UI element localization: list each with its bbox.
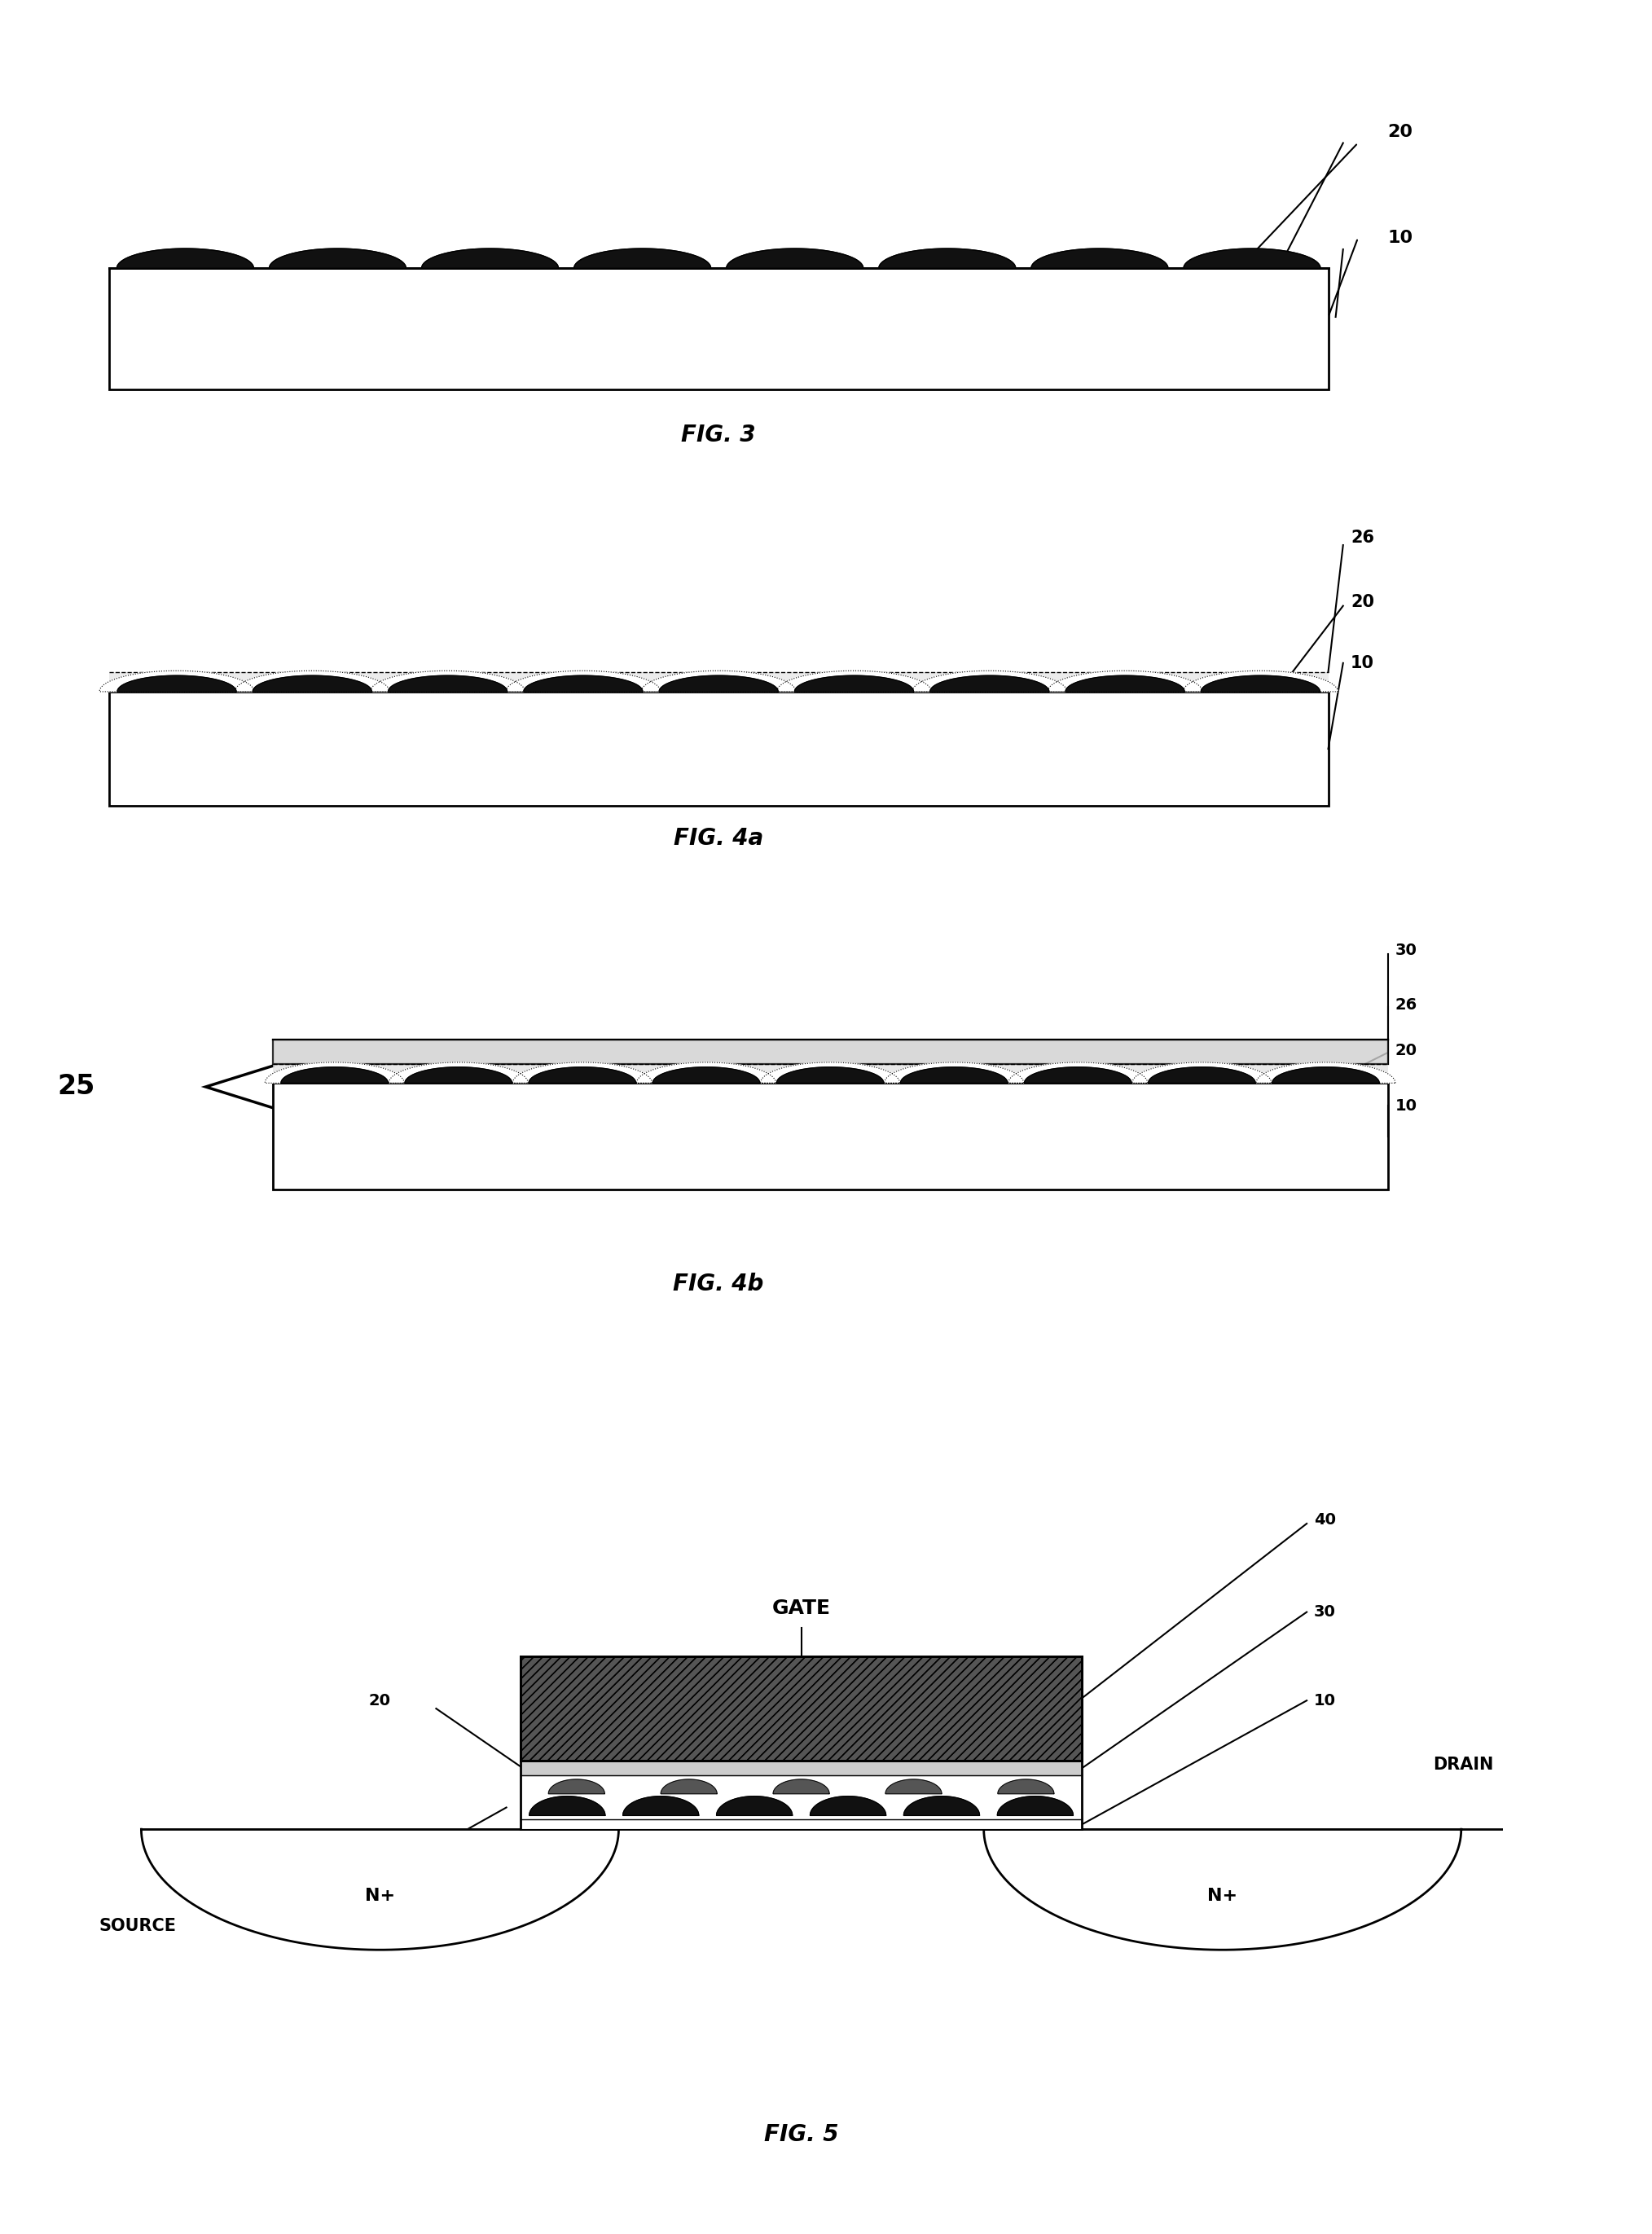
Text: 20: 20 xyxy=(368,1693,392,1709)
Text: 26: 26 xyxy=(1396,996,1417,1012)
Polygon shape xyxy=(809,1796,885,1816)
Polygon shape xyxy=(904,1796,980,1816)
Polygon shape xyxy=(623,1796,699,1816)
Polygon shape xyxy=(506,670,661,693)
Polygon shape xyxy=(421,248,558,268)
Bar xyxy=(520,1655,1082,1760)
Polygon shape xyxy=(1132,1063,1272,1083)
Polygon shape xyxy=(235,670,390,693)
Text: 20: 20 xyxy=(1351,594,1374,610)
Polygon shape xyxy=(795,675,914,693)
Polygon shape xyxy=(885,1778,942,1794)
Polygon shape xyxy=(529,1796,605,1816)
Polygon shape xyxy=(388,1063,529,1083)
Text: 26: 26 xyxy=(1351,529,1374,545)
Polygon shape xyxy=(1183,248,1320,268)
Polygon shape xyxy=(930,675,1049,693)
Text: N+: N+ xyxy=(365,1888,395,1903)
Bar xyxy=(520,1776,1082,1818)
Text: 20: 20 xyxy=(1388,123,1412,141)
Polygon shape xyxy=(524,675,643,693)
Bar xyxy=(520,1760,1082,1776)
Polygon shape xyxy=(659,675,778,693)
Text: 30: 30 xyxy=(1396,943,1417,958)
Polygon shape xyxy=(884,1063,1024,1083)
Polygon shape xyxy=(998,1796,1074,1816)
Polygon shape xyxy=(1047,670,1203,693)
Polygon shape xyxy=(636,1063,776,1083)
Bar xyxy=(520,1655,1082,1760)
Bar xyxy=(109,268,1328,391)
Text: 30: 30 xyxy=(1313,1604,1336,1620)
Polygon shape xyxy=(653,1068,760,1083)
Polygon shape xyxy=(1272,1068,1379,1083)
Text: 20: 20 xyxy=(1396,1043,1417,1059)
Bar xyxy=(273,1063,1388,1083)
Polygon shape xyxy=(879,248,1016,268)
Text: 10: 10 xyxy=(1351,655,1374,670)
Text: FIG. 4b: FIG. 4b xyxy=(674,1273,763,1296)
Polygon shape xyxy=(727,248,864,268)
Polygon shape xyxy=(1201,675,1320,693)
Polygon shape xyxy=(142,1830,618,1950)
Text: DRAIN: DRAIN xyxy=(1434,1756,1493,1774)
Polygon shape xyxy=(1148,1068,1256,1083)
Text: SOURCE: SOURCE xyxy=(99,1917,177,1935)
Polygon shape xyxy=(661,1778,717,1794)
Text: 10: 10 xyxy=(1388,230,1412,246)
Polygon shape xyxy=(117,675,236,693)
Polygon shape xyxy=(900,1068,1008,1083)
Bar xyxy=(109,672,1328,693)
Text: 10: 10 xyxy=(1396,1099,1417,1113)
Bar xyxy=(273,1083,1388,1188)
Text: FIG. 4a: FIG. 4a xyxy=(674,827,763,849)
Polygon shape xyxy=(773,1778,829,1794)
Polygon shape xyxy=(985,1830,1460,1950)
Polygon shape xyxy=(1066,675,1184,693)
Polygon shape xyxy=(641,670,796,693)
Bar xyxy=(273,1039,1388,1063)
Polygon shape xyxy=(264,1063,405,1083)
Polygon shape xyxy=(776,670,932,693)
Text: 10: 10 xyxy=(1313,1693,1336,1709)
Polygon shape xyxy=(405,1068,512,1083)
Polygon shape xyxy=(1256,1063,1396,1083)
Bar xyxy=(109,693,1328,806)
Polygon shape xyxy=(388,675,507,693)
Polygon shape xyxy=(529,1068,636,1083)
Bar xyxy=(520,1818,1082,1830)
Polygon shape xyxy=(281,1068,388,1083)
Polygon shape xyxy=(1024,1068,1132,1083)
Polygon shape xyxy=(253,675,372,693)
Text: N+: N+ xyxy=(1208,1888,1237,1903)
Polygon shape xyxy=(370,670,525,693)
Polygon shape xyxy=(776,1068,884,1083)
Text: FIG. 3: FIG. 3 xyxy=(681,424,757,447)
Text: 25: 25 xyxy=(56,1072,94,1101)
Polygon shape xyxy=(117,248,254,268)
Text: FIG. 5: FIG. 5 xyxy=(763,2122,839,2147)
Polygon shape xyxy=(573,248,710,268)
Polygon shape xyxy=(269,248,406,268)
Text: GATE: GATE xyxy=(771,1597,831,1617)
Text: 40: 40 xyxy=(1313,1512,1336,1528)
Polygon shape xyxy=(912,670,1067,693)
Polygon shape xyxy=(548,1778,605,1794)
Polygon shape xyxy=(1183,670,1338,693)
Polygon shape xyxy=(717,1796,793,1816)
Polygon shape xyxy=(99,670,254,693)
Polygon shape xyxy=(760,1063,900,1083)
Polygon shape xyxy=(1031,248,1168,268)
Polygon shape xyxy=(998,1778,1054,1794)
Polygon shape xyxy=(512,1063,653,1083)
Polygon shape xyxy=(1008,1063,1148,1083)
